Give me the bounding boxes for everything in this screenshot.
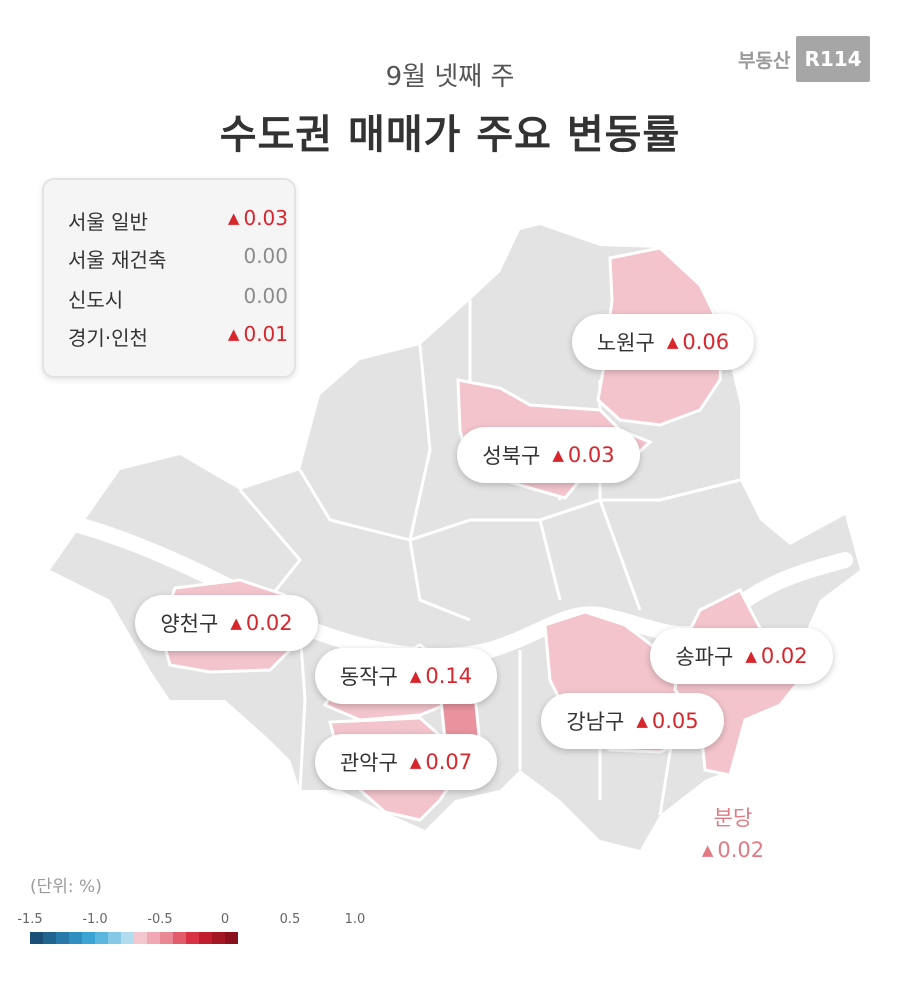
- scale-tick: -1.0: [82, 912, 108, 927]
- district-name: 관악구: [339, 751, 398, 775]
- district-value: ▲ 0.05: [636, 709, 699, 733]
- brand-logo-mark: R114: [796, 36, 870, 82]
- triangle-up-icon: ▲: [409, 753, 422, 771]
- scale-swatch: [199, 932, 212, 944]
- triangle-up-icon: ▲: [230, 614, 242, 632]
- scale-tick: 1.0: [344, 912, 366, 927]
- legend-label: 서울 재건축: [68, 248, 167, 272]
- scale-swatch: [173, 932, 186, 944]
- district-name: 분당: [713, 806, 753, 830]
- district-value: ▲ 0.02: [745, 644, 808, 668]
- legend-row-gyeonggi-incheon: 경기·인천 ▲ 0.01: [68, 322, 288, 352]
- district-name: 강남구: [566, 710, 625, 734]
- district-label-seongbuk: 성북구 ▲ 0.03: [457, 427, 640, 483]
- district-name: 양천구: [160, 612, 219, 636]
- scale-swatch: [56, 932, 69, 944]
- triangle-up-icon: ▲: [745, 647, 757, 665]
- legend-value: ▲ 0.03: [227, 206, 288, 230]
- district-name: 성북구: [482, 444, 541, 468]
- district-value: ▲ 0.03: [552, 443, 615, 467]
- map-title: 수도권 매매가 주요 변동률: [219, 112, 681, 158]
- color-scale-bar: [30, 932, 238, 944]
- brand-logo-text: 부동산: [738, 49, 791, 72]
- district-label-songpa: 송파구 ▲ 0.02: [650, 628, 833, 684]
- map-subtitle: 9월 넷째 주: [385, 62, 515, 92]
- scale-swatch: [82, 932, 95, 944]
- scale-swatch: [212, 932, 225, 944]
- legend-row-new-towns: 신도시 0.00: [68, 284, 288, 314]
- district-value: ▲ 0.02: [701, 838, 765, 862]
- district-label-bundang: 분당 ▲ 0.02: [688, 802, 778, 862]
- brand-logo: 부동산 R114: [738, 36, 870, 82]
- scale-swatch: [147, 932, 160, 944]
- legend-value: ▲ 0.01: [227, 322, 288, 346]
- scale-swatch: [95, 932, 108, 944]
- district-value: ▲ 0.07: [409, 750, 473, 774]
- scale-swatch: [108, 932, 121, 944]
- triangle-up-icon: ▲: [666, 333, 679, 351]
- triangle-up-icon: ▲: [701, 841, 714, 859]
- triangle-up-icon: ▲: [227, 325, 240, 343]
- district-label-nowon: 노원구 ▲ 0.06: [572, 314, 754, 370]
- scale-swatch: [134, 932, 147, 944]
- scale-unit-label: (단위: %): [30, 877, 102, 897]
- district-label-gangnam: 강남구 ▲ 0.05: [541, 693, 724, 749]
- scale-swatch: [30, 932, 43, 944]
- scale-tick: 0: [220, 912, 230, 927]
- triangle-up-icon: ▲: [227, 209, 240, 227]
- district-value: ▲ 0.06: [666, 330, 730, 354]
- scale-swatch: [186, 932, 199, 944]
- scale-swatch: [160, 932, 173, 944]
- district-value: ▲ 0.02: [230, 611, 293, 635]
- legend-row-seoul-general: 서울 일반 ▲ 0.03: [68, 206, 288, 236]
- legend-row-seoul-reconstruction: 서울 재건축 0.00: [68, 244, 288, 274]
- district-label-dongjak: 동작구 ▲ 0.14: [315, 648, 497, 704]
- district-name: 송파구: [675, 645, 734, 669]
- summary-legend-box: 서울 일반 ▲ 0.03 서울 재건축 0.00 신도시 0.00 경기·인천 ▲…: [42, 178, 296, 378]
- triangle-up-icon: ▲: [409, 667, 422, 685]
- scale-swatch: [225, 932, 238, 944]
- legend-label: 경기·인천: [68, 326, 148, 350]
- scale-swatch: [43, 932, 56, 944]
- district-name: 노원구: [596, 331, 655, 355]
- district-name: 동작구: [339, 665, 398, 689]
- scale-swatch: [69, 932, 82, 944]
- triangle-up-icon: ▲: [636, 712, 648, 730]
- district-value: ▲ 0.14: [409, 664, 473, 688]
- legend-value: 0.00: [243, 244, 288, 268]
- legend-label: 신도시: [68, 288, 124, 312]
- triangle-up-icon: ▲: [552, 446, 564, 464]
- scale-tick: -1.5: [17, 912, 43, 927]
- district-label-gwanak: 관악구 ▲ 0.07: [315, 734, 497, 790]
- scale-swatch: [121, 932, 134, 944]
- scale-tick: 0.5: [279, 912, 301, 927]
- legend-value: 0.00: [243, 284, 288, 308]
- district-label-yangcheon: 양천구 ▲ 0.02: [135, 595, 318, 651]
- scale-tick: -0.5: [147, 912, 173, 927]
- legend-label: 서울 일반: [68, 210, 148, 234]
- scale-tick-labels: -1.5 -1.0 -0.5 0 0.5 1.0: [0, 912, 900, 928]
